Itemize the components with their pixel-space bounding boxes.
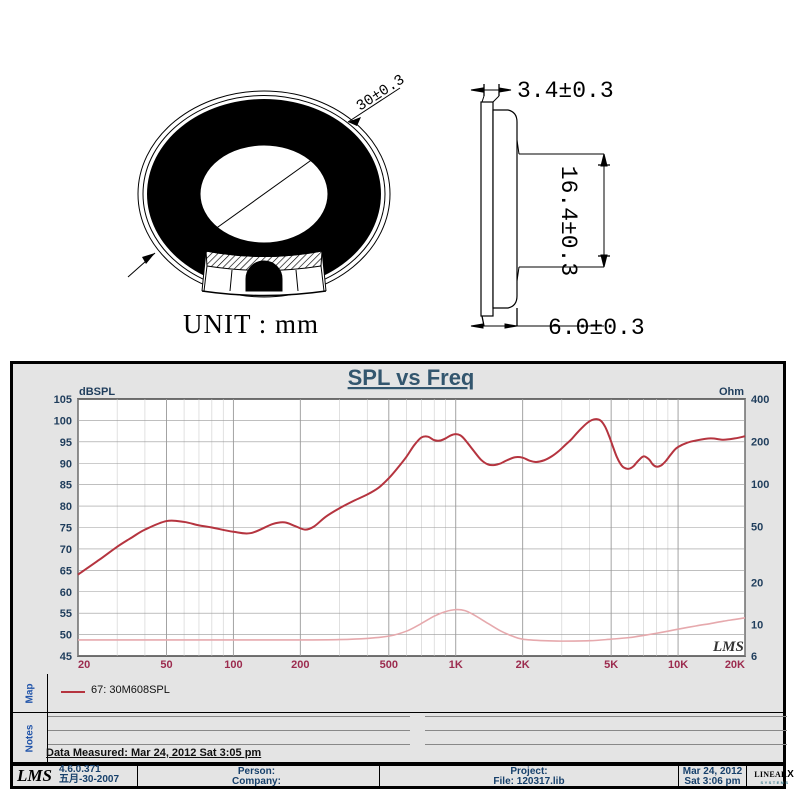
svg-text:LMS: LMS (712, 639, 744, 655)
svg-text:55: 55 (60, 608, 72, 620)
svg-text:20K: 20K (725, 659, 745, 671)
svg-text:70: 70 (60, 544, 72, 556)
svg-text:200: 200 (291, 659, 309, 671)
svg-text:SPL vs Freq: SPL vs Freq (348, 365, 475, 390)
svg-text:45: 45 (60, 651, 72, 663)
svg-text:60: 60 (60, 587, 72, 599)
svg-text:65: 65 (60, 565, 72, 577)
svg-text:90: 90 (60, 458, 72, 470)
svg-text:75: 75 (60, 523, 72, 535)
svg-text:20: 20 (78, 659, 90, 671)
svg-text:400: 400 (751, 394, 769, 406)
svg-text:200: 200 (751, 436, 769, 448)
svg-text:50: 50 (60, 630, 72, 642)
svg-text:20: 20 (751, 577, 763, 589)
svg-text:105: 105 (54, 394, 72, 406)
svg-text:95: 95 (60, 437, 72, 449)
svg-text:10: 10 (751, 620, 763, 632)
svg-text:10K: 10K (668, 659, 688, 671)
svg-text:2K: 2K (516, 659, 530, 671)
svg-text:dBSPL: dBSPL (79, 386, 115, 398)
svg-text:5K: 5K (604, 659, 618, 671)
svg-text:1K: 1K (449, 659, 463, 671)
svg-text:85: 85 (60, 480, 72, 492)
svg-text:500: 500 (380, 659, 398, 671)
svg-text:100: 100 (224, 659, 242, 671)
svg-text:50: 50 (160, 659, 172, 671)
svg-text:100: 100 (54, 415, 72, 427)
svg-text:50: 50 (751, 521, 763, 533)
svg-text:6: 6 (751, 651, 757, 663)
svg-text:100: 100 (751, 479, 769, 491)
svg-text:80: 80 (60, 501, 72, 513)
svg-text:Ohm: Ohm (719, 386, 744, 398)
